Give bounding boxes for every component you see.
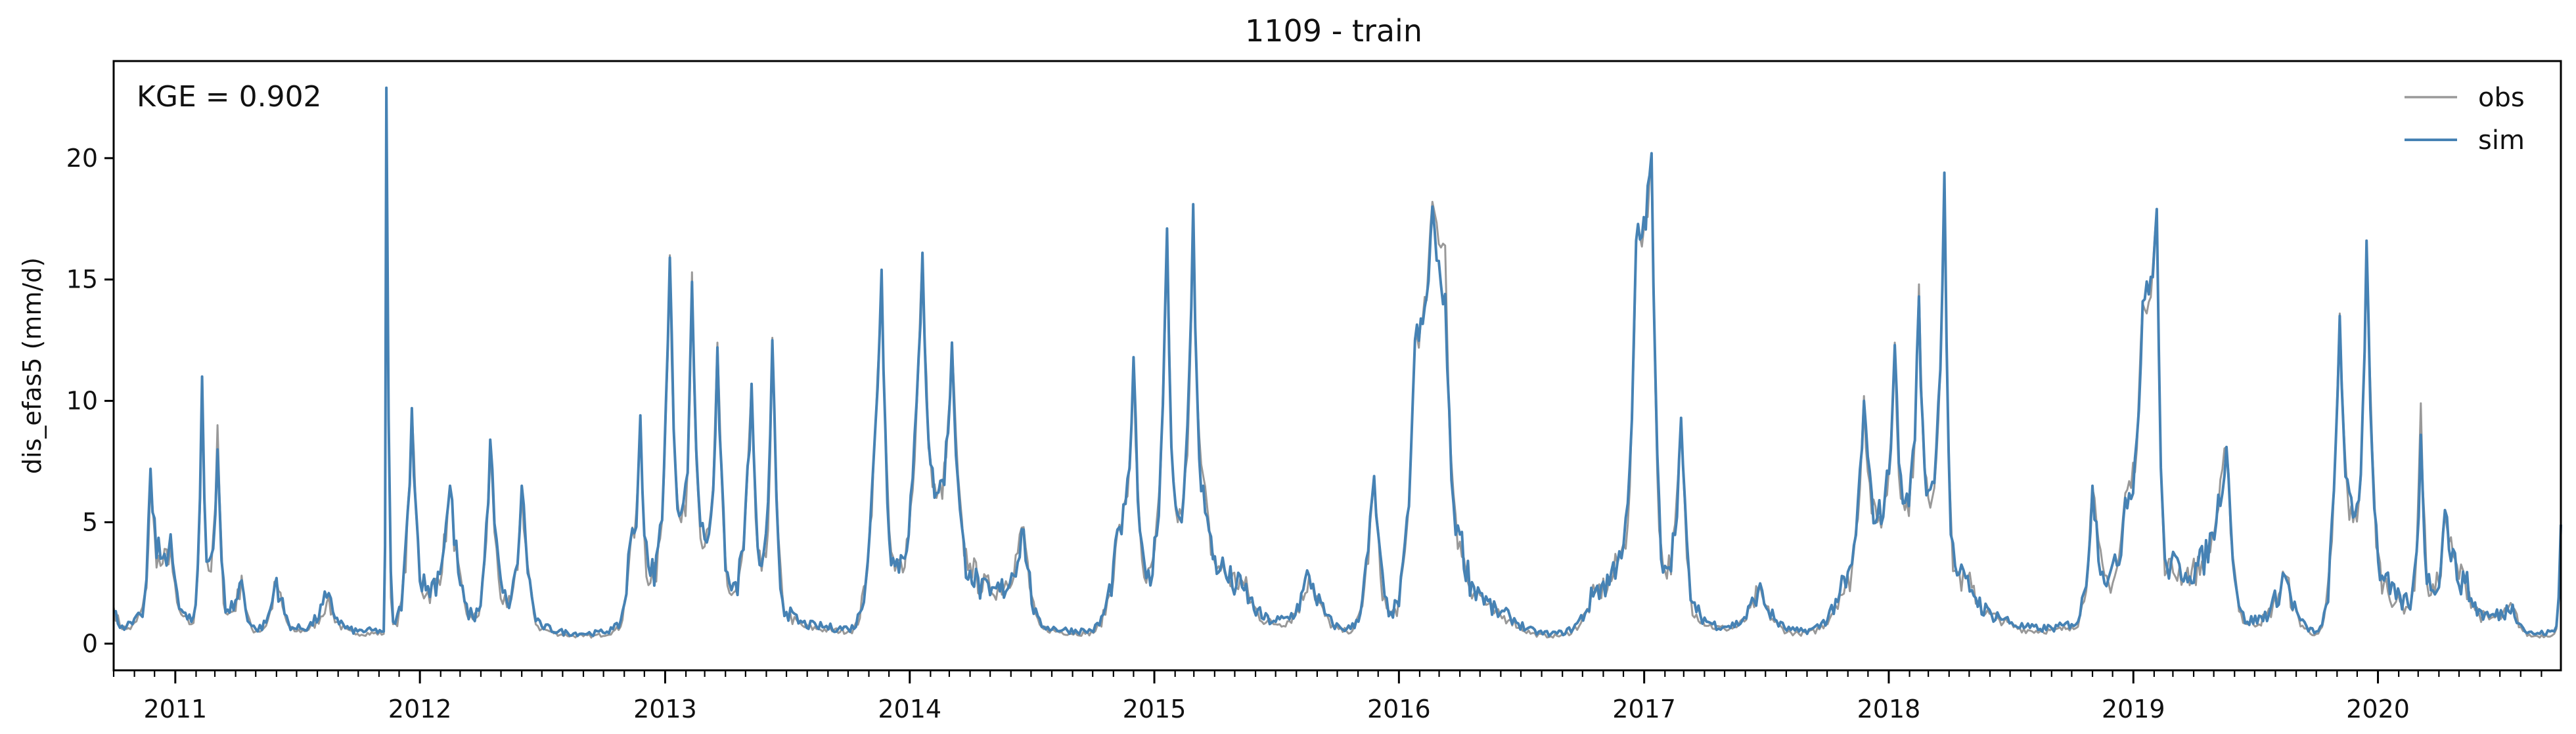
legend-sim-label: sim (2478, 125, 2525, 156)
x-tick-label: 2013 (633, 695, 697, 723)
y-tick-label: 15 (66, 265, 98, 294)
plot-area (112, 86, 2562, 639)
kge-annotation: KGE = 0.902 (137, 80, 322, 114)
x-tick-label: 2011 (143, 695, 207, 723)
chart-title: 1109 - train (1245, 13, 1422, 49)
x-axis: 2011 2012 2013 2014 2015 2016 2017 2018 2019 2020 (112, 670, 2542, 723)
y-tick-label: 20 (66, 144, 98, 173)
series-line-obs (112, 87, 2562, 639)
x-tick-label: 2018 (1857, 695, 1921, 723)
x-tick-label: 2014 (878, 695, 941, 723)
x-tick-label: 2017 (1612, 695, 1676, 723)
y-axis-label: dis_efas5 (mm/d) (18, 257, 47, 474)
legend: obs sim (2405, 83, 2525, 156)
y-tick-label: 5 (82, 507, 98, 536)
y-tick-label: 10 (66, 387, 98, 416)
x-tick-label: 2019 (2102, 695, 2165, 723)
legend-obs-label: obs (2478, 83, 2525, 113)
y-tick-label: 0 (82, 629, 98, 658)
x-tick-label: 2015 (1123, 695, 1186, 723)
series-line-sim (113, 86, 2562, 637)
x-tick-label: 2012 (388, 695, 452, 723)
x-tick-label: 2020 (2346, 695, 2410, 723)
y-axis: 0 5 10 15 20 (66, 144, 114, 658)
x-tick-label: 2016 (1367, 695, 1431, 723)
